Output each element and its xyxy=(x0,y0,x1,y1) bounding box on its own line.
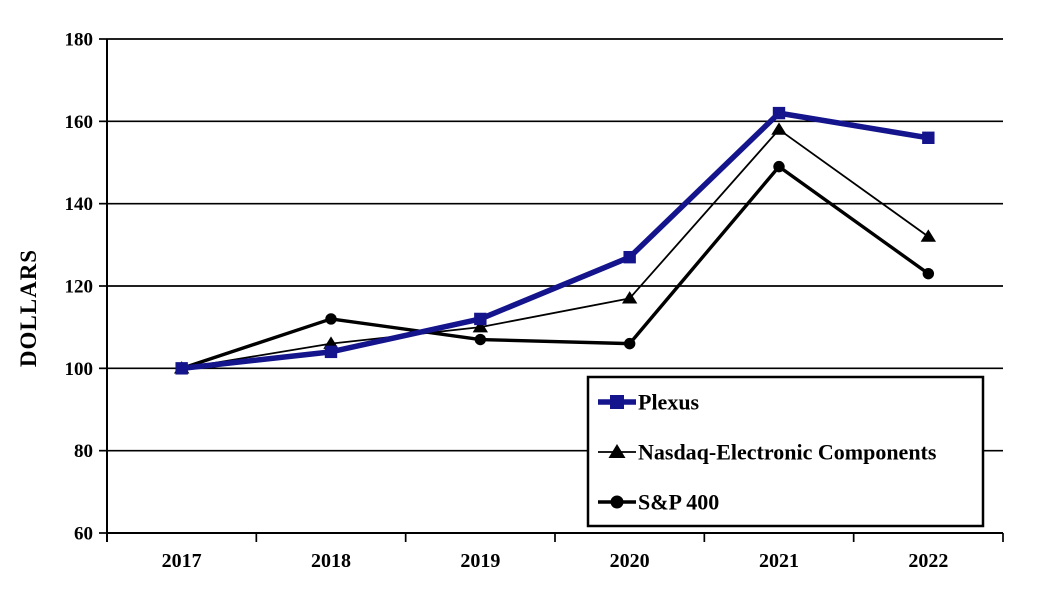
legend-nasdaq-electronic-components-marker xyxy=(608,444,626,458)
legend-item-s-p-400: S&P 400 xyxy=(598,490,719,515)
x-tick-label: 2019 xyxy=(460,550,500,572)
series-plexus xyxy=(175,106,935,375)
nasdaq-electronic-components-marker xyxy=(621,291,638,304)
y-axis-title: DOLLARS xyxy=(16,249,41,367)
plexus-marker xyxy=(922,131,935,144)
x-tick-label: 2017 xyxy=(162,550,202,572)
legend-item-nasdaq-electronic-components: Nasdaq-Electronic Components xyxy=(598,440,937,465)
legend: Plexus Nasdaq-Electronic Components S&P 40… xyxy=(586,375,985,528)
x-tick-label: 2020 xyxy=(610,550,650,572)
series-group xyxy=(173,106,937,375)
gridlines-group xyxy=(107,38,1003,534)
series-nasdaq-electronic-components xyxy=(173,122,937,374)
nasdaq-electronic-components-line xyxy=(180,128,930,370)
legend-label: S&P 400 xyxy=(638,490,719,515)
y-tick-label: 160 xyxy=(65,112,94,133)
x-tick-label: 2018 xyxy=(311,550,351,572)
s-p-400-marker xyxy=(922,267,935,280)
plexus-marker xyxy=(175,362,188,375)
x-tick-label: 2022 xyxy=(908,550,948,572)
series-s-p-400 xyxy=(175,160,935,375)
y-tick-label: 180 xyxy=(65,30,94,51)
nasdaq-electronic-components-marker xyxy=(771,122,787,135)
s-p-400-marker xyxy=(623,337,636,350)
plexus-marker xyxy=(623,250,636,264)
y-tick-label: 140 xyxy=(65,194,94,215)
s-p-400-marker xyxy=(325,313,337,325)
legend-s-p-400-marker xyxy=(610,495,624,509)
legend-box xyxy=(586,375,985,528)
axes-group xyxy=(99,38,1004,542)
nasdaq-electronic-components-marker xyxy=(920,229,937,242)
axis-labels-group: 60 80 100 120 140 160 180 2017 2018 2019 2020 2021 2… xyxy=(16,30,948,573)
y-tick-label: 120 xyxy=(65,277,94,298)
y-tick-label: 100 xyxy=(65,359,94,380)
legend-plexus-marker xyxy=(610,395,624,409)
s-p-400-marker xyxy=(773,160,785,173)
s-p-400-marker xyxy=(474,333,487,346)
legend-item-plexus: Plexus xyxy=(598,390,700,415)
plexus-marker xyxy=(474,312,487,326)
y-tick-label: 60 xyxy=(74,524,93,545)
x-tick-label: 2021 xyxy=(759,550,799,572)
plexus-marker xyxy=(324,345,338,359)
nasdaq-electronic-components-marker xyxy=(472,319,489,333)
plexus-line xyxy=(178,110,932,372)
legend-label: Plexus xyxy=(638,390,700,415)
legend-label: Nasdaq-Electronic Components xyxy=(638,440,937,465)
plexus-marker xyxy=(772,106,786,120)
y-tick-label: 80 xyxy=(74,441,93,462)
s-p-400-line xyxy=(179,164,931,371)
